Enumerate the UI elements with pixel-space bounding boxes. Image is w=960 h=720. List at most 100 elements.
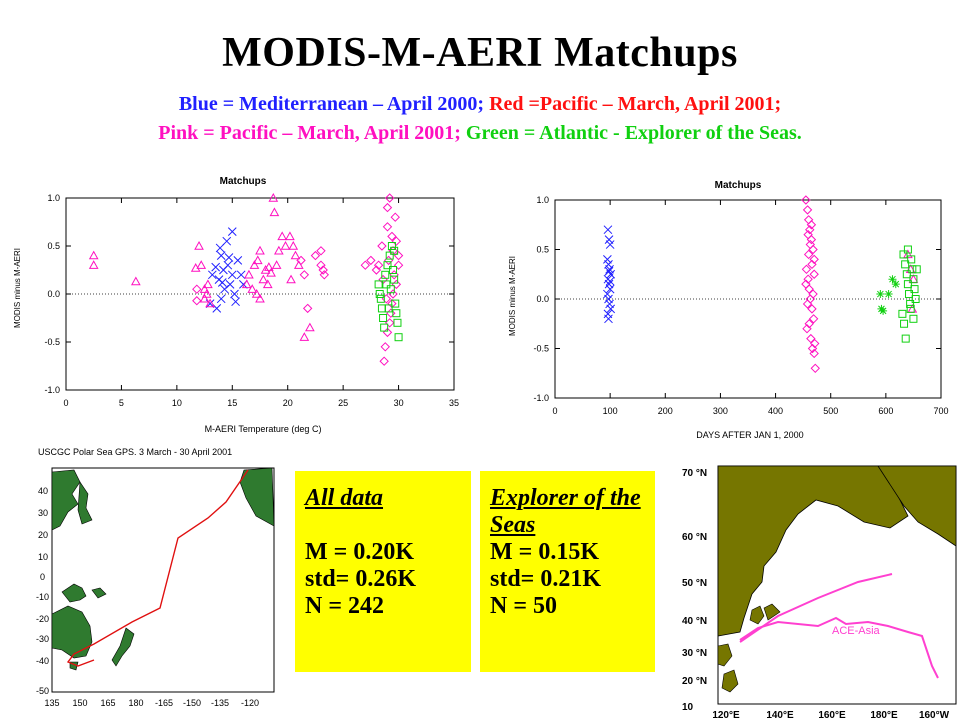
- plot-area: 0 100 200 300 400 500 600 700 -1.0 -0.5 0.0 0.5 1.0: [533, 195, 948, 416]
- data-point: [382, 222, 393, 232]
- data-point: [803, 274, 813, 284]
- data-point: [907, 303, 918, 313]
- data-point: [383, 261, 392, 270]
- map-lat-labels: 70 °N 60 °N 50 °N 40 °N 30 °N 20 °N 10: [682, 468, 707, 713]
- x-tick-label: 500: [823, 406, 838, 416]
- data-point: [912, 265, 921, 274]
- x-tick-label: 35: [449, 398, 459, 408]
- stats-spacer: [305, 512, 461, 539]
- legend-line-1: Blue = Mediterranean – April 2000; Red =…: [0, 92, 960, 116]
- data-point: [910, 285, 919, 294]
- stats-n: N = 50: [490, 593, 558, 619]
- chart-title: Matchups: [715, 180, 762, 191]
- data-point: [604, 314, 613, 324]
- data-point: [801, 264, 812, 275]
- data-point: [391, 299, 400, 308]
- lat-label: 10: [682, 702, 694, 713]
- data-point: [268, 192, 279, 202]
- data-point: [803, 229, 813, 240]
- data-point: [224, 253, 234, 262]
- data-point: [899, 250, 908, 259]
- data-point: [366, 255, 376, 266]
- data-point: [207, 270, 217, 280]
- data-point: [902, 270, 911, 279]
- lon-label: 160°W: [919, 710, 950, 720]
- data-point: [251, 288, 262, 298]
- data-point: [605, 284, 615, 294]
- data-point: [302, 303, 313, 314]
- chart-temperature: Matchups MODIS minus M-AERI M-AERI Tempe…: [13, 176, 459, 434]
- data-point: [222, 236, 232, 246]
- data-point: [220, 284, 229, 294]
- lat-label: -10: [36, 592, 49, 602]
- data-point: [216, 294, 226, 304]
- data-point: [806, 333, 816, 344]
- data-point: [392, 309, 401, 318]
- lat-label: -30: [36, 634, 49, 644]
- route-label: ACE-Asia: [832, 625, 881, 637]
- lon-label: 140°E: [766, 710, 794, 720]
- lat-label: 10: [38, 552, 48, 562]
- x-axis-label: M-AERI Temperature (deg C): [205, 424, 322, 434]
- data-point: [377, 304, 386, 313]
- data-point: [252, 255, 263, 265]
- data-point: [216, 251, 226, 260]
- data-point: [227, 270, 237, 280]
- data-point: [389, 266, 398, 274]
- data-point: [310, 250, 321, 261]
- data-point: [215, 243, 225, 253]
- data-point: [393, 318, 402, 327]
- data-point: [319, 270, 330, 280]
- data-point: [810, 363, 820, 374]
- data-point: [286, 274, 296, 284]
- y-tick-label: -0.5: [533, 344, 549, 354]
- data-point: [88, 250, 99, 260]
- x-axis-label: DAYS AFTER JAN 1, 2000: [696, 430, 803, 440]
- y-tick-label: 1.0: [536, 195, 549, 205]
- data-point: [194, 240, 204, 250]
- data-point: [260, 264, 271, 274]
- data-point: [316, 260, 326, 270]
- lat-label: 60 °N: [682, 532, 707, 543]
- data-point: [394, 333, 403, 342]
- lon-label: 180°E: [870, 710, 898, 720]
- chart-days: Matchups MODIS minus M-AERI DAYS AFTER J…: [508, 180, 949, 440]
- legend-blue: Blue = Mediterranean – April 2000;: [178, 93, 490, 115]
- map-title: USCGC Polar Sea GPS. 3 March - 30 April …: [38, 447, 232, 457]
- map-lat-labels: 40 30 20 10 0 -10 -20 -30 -40 -50: [36, 486, 49, 696]
- page-title: MODIS-M-AERI Matchups: [222, 30, 738, 76]
- data-point: [802, 205, 813, 215]
- lat-label: 40: [38, 486, 48, 496]
- data-point: [196, 260, 207, 269]
- data-point: [201, 288, 212, 298]
- data-point: [266, 267, 276, 277]
- data-point: [805, 239, 816, 250]
- data-point: [384, 304, 393, 313]
- data-point: [810, 338, 820, 349]
- stats-explorer: Explorer of the Seas M = 0.15K std= 0.21…: [480, 471, 655, 672]
- lat-label: -50: [36, 686, 49, 696]
- data-point: [808, 289, 818, 299]
- data-point: [906, 304, 915, 313]
- data-point: [386, 308, 396, 318]
- data-point: [604, 259, 613, 269]
- data-point: [907, 255, 916, 264]
- data-point: [130, 276, 141, 286]
- lon-label: 135: [44, 698, 59, 708]
- plot-area: 0 5 10 15 20 25 30 35 -1.0 -0.5 0.0 0.5 1.0: [44, 192, 459, 408]
- y-axis-label: MODIS minus M-AERI: [508, 256, 517, 336]
- x-tick-label: 0: [552, 406, 557, 416]
- data-point: [903, 245, 912, 254]
- data-point: [379, 314, 388, 322]
- data-point: [891, 280, 900, 289]
- y-axis-label: MODIS minus M-AERI: [13, 248, 22, 328]
- data-point: [223, 260, 233, 270]
- data-point: [806, 220, 817, 230]
- map-lon-labels: 135 150 165 180 -165 -150 -135 -120: [44, 698, 259, 708]
- data-point: [241, 279, 252, 289]
- data-point: [316, 246, 326, 256]
- data-point: [230, 289, 239, 299]
- data-point: [604, 266, 614, 276]
- data-point: [377, 241, 387, 251]
- data-point: [382, 280, 391, 289]
